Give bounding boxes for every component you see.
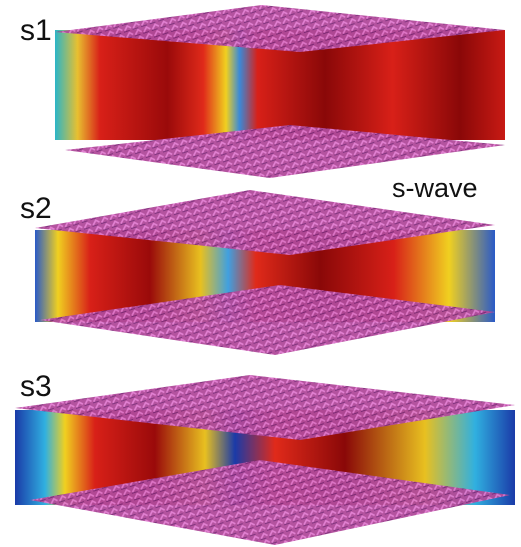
slab-s1 (55, 5, 505, 178)
annotation: s-wave (392, 173, 478, 203)
top-layer (15, 375, 515, 440)
panel-label: s1 (20, 14, 52, 47)
bottom-layer (40, 285, 495, 355)
slab-s2 (35, 190, 495, 355)
bottom-layer (65, 125, 505, 178)
slab-s3 (15, 375, 515, 545)
panel-label: s3 (20, 370, 52, 403)
top-layer (55, 5, 505, 52)
top-layer (35, 190, 495, 255)
bottom-layer (30, 460, 510, 545)
panel-label: s2 (20, 192, 52, 225)
